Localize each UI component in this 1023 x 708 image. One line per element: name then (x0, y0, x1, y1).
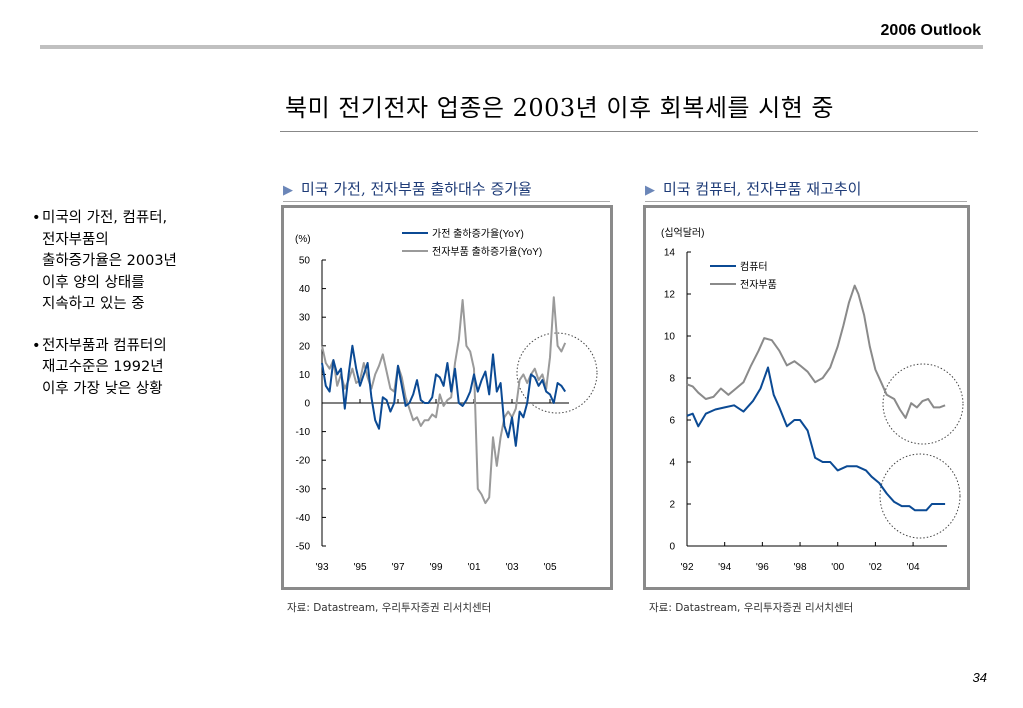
legend-label: 전자부품 출하증가율(YoY) (432, 245, 542, 258)
y-tick-label: 10 (299, 370, 311, 381)
y-tick-label: -40 (296, 513, 311, 524)
x-tick-label: '96 (756, 562, 769, 573)
triangle-bullet-icon: ▶ (283, 183, 293, 198)
chart2-subtitle-text: 미국 컴퓨터, 전자부품 재고추이 (663, 180, 862, 198)
bullet-dot-icon: • (32, 337, 41, 354)
y-tick-label: 0 (304, 399, 310, 410)
chart1-subtitle-divider (283, 201, 610, 202)
y-tick-label: -10 (296, 427, 311, 438)
x-tick-label: '04 (907, 562, 920, 573)
bullet-line: 미국의 가전, 컴퓨터, (42, 210, 168, 226)
chart2-panel: (십억달러) 14 12 10 8 6 4 2 0 '92 '94 '96 '98 '00 '02 '04 컴퓨… (643, 205, 970, 590)
x-tick-label: '00 (831, 562, 844, 573)
page-number: 34 (972, 670, 987, 685)
x-tick-label: '02 (869, 562, 882, 573)
highlight-circle (882, 363, 964, 445)
page-title: 북미 전기전자 업종은 2003년 이후 회복세를 시현 중 (285, 94, 834, 122)
triangle-bullet-icon: ▶ (645, 183, 655, 198)
x-tick-label: '03 (505, 562, 518, 573)
bullet-dot-icon: • (32, 210, 41, 226)
bullet-line: 이후 가장 낮은 상황 (42, 380, 163, 397)
chart2-source: 자료: Datastream, 우리투자증권 리서치센터 (649, 602, 854, 614)
y-tick-label: -50 (296, 542, 311, 553)
y-tick-label: 4 (669, 458, 675, 469)
chart1-subtitle-text: 미국 가전, 전자부품 출하대수 증가율 (301, 180, 532, 198)
chart2-subtitle-divider (645, 201, 967, 202)
x-tick-label: '93 (315, 562, 328, 573)
chart2-subtitle: ▶ 미국 컴퓨터, 전자부품 재고추이 (645, 178, 861, 199)
series-line-secondary (686, 284, 946, 419)
legend-label: 전자부품 (740, 279, 777, 291)
title-divider (280, 131, 978, 132)
highlight-circle (879, 453, 961, 539)
series-line-secondary (321, 296, 567, 505)
series-line-primary (321, 344, 567, 447)
chart1-panel: (%) 50 40 30 20 10 0 -10 -20 -30 -40 -50 '93 '95 '97 '9… (281, 205, 613, 590)
x-tick-label: '97 (391, 562, 404, 573)
y-tick-label: 40 (299, 284, 311, 295)
y-tick-label: 20 (299, 341, 311, 352)
bullet-item: • 전자부품과 컴퓨터의 재고수준은 1992년 이후 가장 낮은 상황 (32, 336, 242, 401)
bullet-line: 출하증가율은 2003년 (42, 253, 177, 269)
legend-label: 컴퓨터 (740, 261, 768, 273)
y-tick-label: 8 (669, 374, 675, 385)
brand-label: 2006 Outlook (880, 22, 981, 39)
bullet-line: 전자부품의 (42, 231, 109, 248)
x-tick-label: '94 (718, 562, 731, 573)
header-divider (40, 45, 983, 49)
bullet-item: • 미국의 가전, 컴퓨터, 전자부품의 출하증가율은 2003년 이후 양의 … (32, 208, 242, 316)
bullet-line: 재고수준은 1992년 (42, 359, 164, 375)
y-axis-unit-label: (십억달러) (661, 227, 704, 239)
y-tick-label: 10 (664, 332, 676, 343)
y-tick-label: 6 (669, 416, 675, 427)
chart1-source: 자료: Datastream, 우리투자증권 리서치센터 (287, 602, 492, 614)
y-tick-label: 12 (664, 290, 676, 301)
legend-label: 가전 출하증가율(YoY) (432, 227, 524, 240)
x-tick-label: '95 (353, 562, 366, 573)
summary-bullets: • 미국의 가전, 컴퓨터, 전자부품의 출하증가율은 2003년 이후 양의 … (32, 208, 242, 420)
bullet-line: 지속하고 있는 중 (42, 296, 145, 312)
y-tick-label: 30 (299, 313, 311, 324)
x-tick-label: '98 (794, 562, 807, 573)
y-tick-label: 0 (669, 542, 675, 553)
y-tick-label: 2 (669, 500, 675, 511)
chart2-svg: (십억달러) 14 12 10 8 6 4 2 0 '92 '94 '96 '98 '00 '02 '04 컴퓨… (661, 227, 964, 573)
x-tick-label: '01 (467, 562, 480, 573)
highlight-circle (516, 332, 598, 414)
y-tick-label: -30 (296, 484, 311, 495)
bullet-line: 이후 양의 상태를 (42, 274, 145, 291)
y-tick-label: 50 (299, 256, 311, 267)
x-tick-label: '05 (543, 562, 556, 573)
bullet-line: 전자부품과 컴퓨터의 (42, 337, 167, 354)
y-tick-label: 14 (664, 248, 676, 259)
series-line-primary (686, 366, 946, 512)
chart1-svg: (%) 50 40 30 20 10 0 -10 -20 -30 -40 -50 '93 '95 '97 '9… (295, 227, 598, 573)
x-tick-label: '92 (680, 562, 693, 573)
y-tick-label: -20 (296, 456, 311, 467)
chart1-subtitle: ▶ 미국 가전, 전자부품 출하대수 증가율 (283, 178, 532, 199)
x-tick-label: '99 (429, 562, 442, 573)
y-axis-unit-label: (%) (295, 234, 311, 245)
